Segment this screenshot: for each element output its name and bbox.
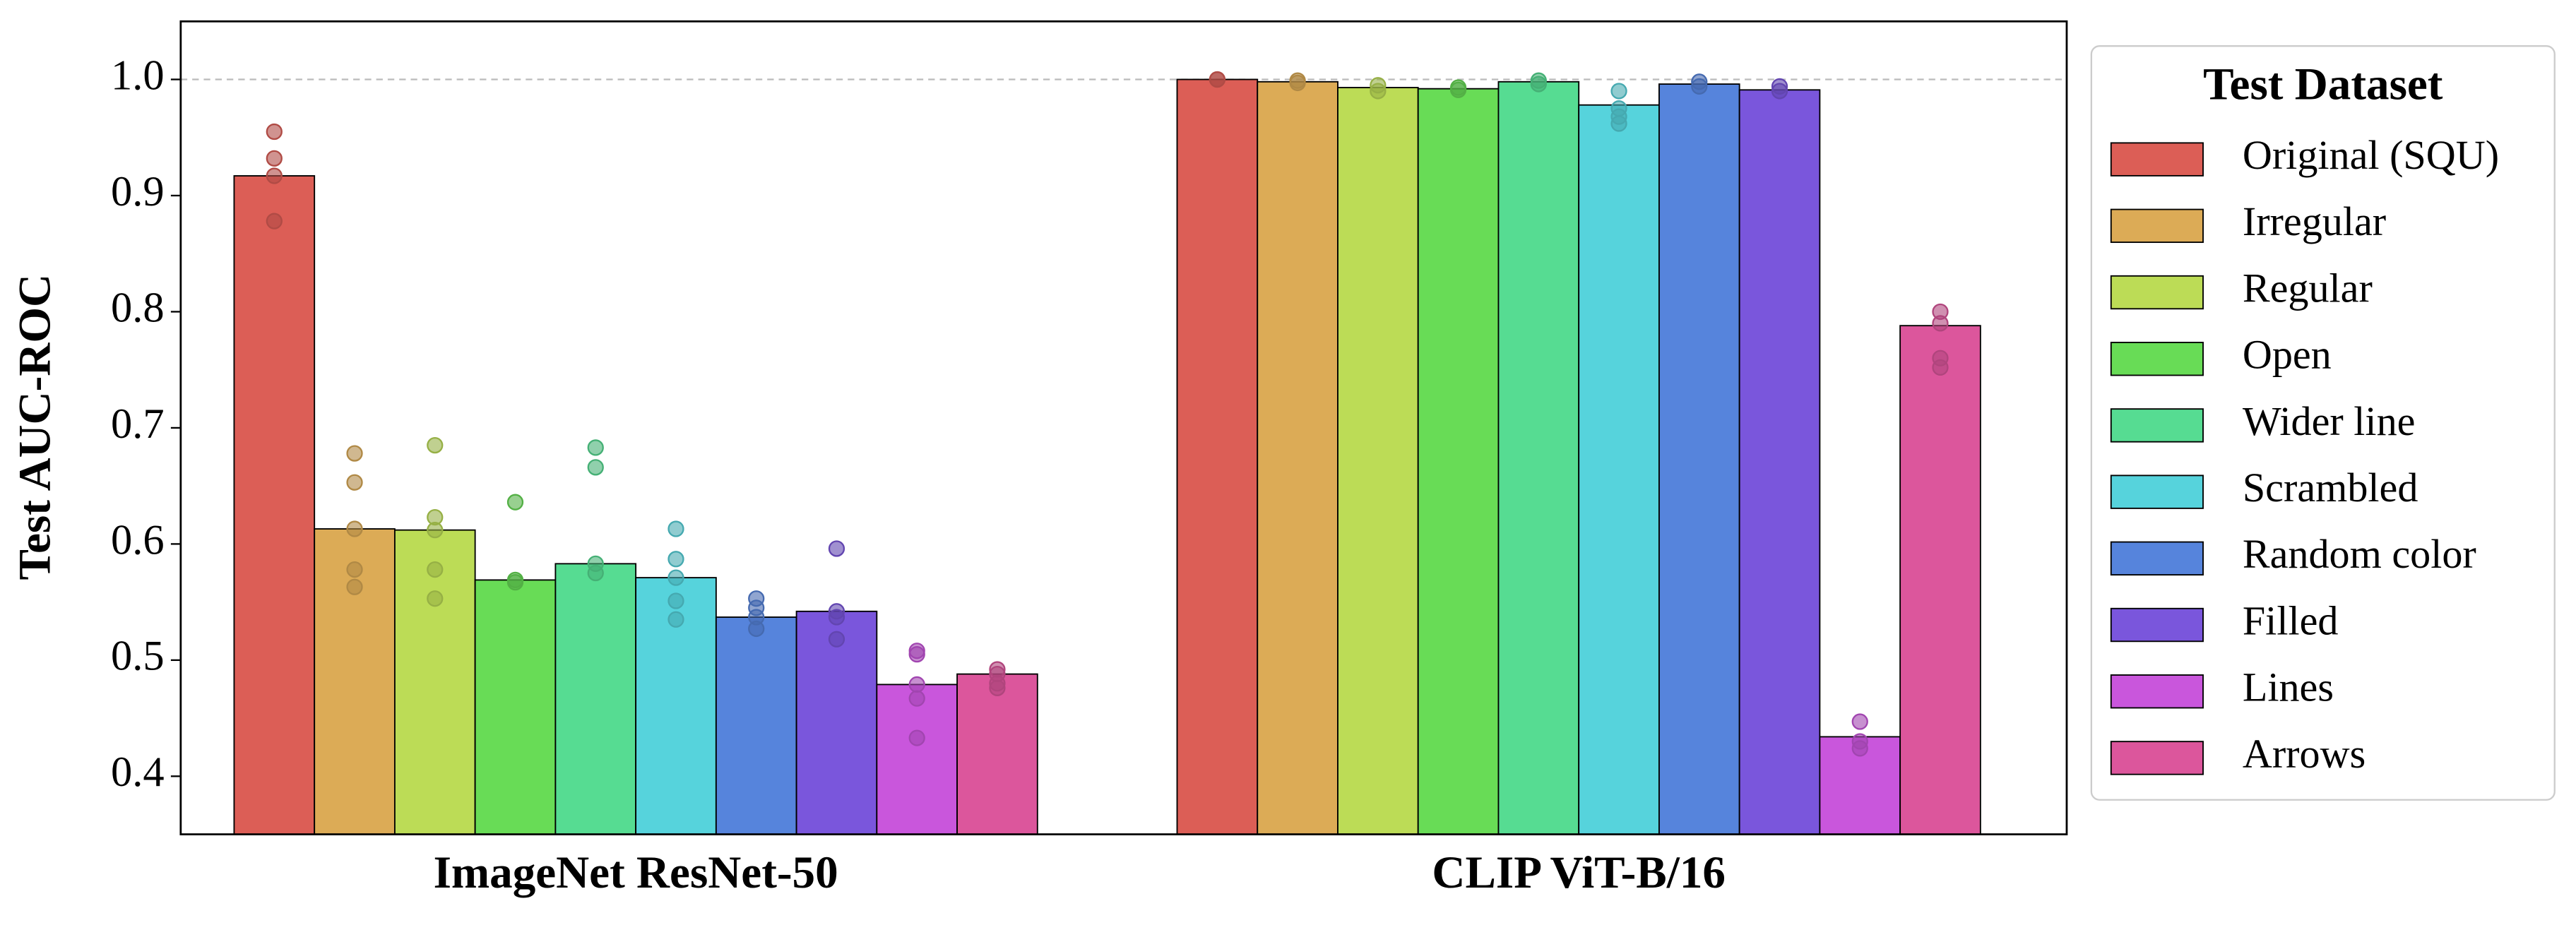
run-point: [908, 646, 925, 663]
legend-label: Scrambled: [2243, 465, 2418, 511]
bar: [1899, 325, 1981, 835]
run-point: [828, 540, 845, 557]
bar: [474, 579, 557, 835]
legend-swatch: [2110, 408, 2204, 443]
x-tick-label: ImageNet ResNet-50: [434, 847, 838, 898]
legend-title: Test Dataset: [2203, 59, 2443, 110]
run-point: [346, 561, 363, 578]
legend-label: Arrows: [2243, 731, 2366, 777]
run-point: [667, 551, 684, 568]
legend-label: Regular: [2243, 265, 2373, 311]
run-point: [1771, 83, 1788, 100]
run-point: [1691, 78, 1708, 95]
run-point: [667, 592, 684, 609]
run-point: [266, 213, 283, 229]
run-point: [266, 167, 283, 184]
run-point: [667, 520, 684, 537]
run-point: [427, 590, 444, 607]
run-point: [1449, 81, 1467, 98]
run-point: [908, 690, 925, 707]
bar: [956, 673, 1038, 835]
run-point: [667, 569, 684, 586]
y-axis-label: Test AUC-ROC: [10, 274, 61, 580]
legend-label: Open: [2243, 332, 2332, 378]
run-point: [346, 474, 363, 491]
run-point: [1932, 315, 1949, 332]
run-point: [1851, 713, 1868, 730]
run-point: [266, 123, 283, 141]
legend-swatch: [2110, 541, 2204, 576]
legend-swatch: [2110, 475, 2204, 509]
x-tick-label: CLIP ViT-B/16: [1432, 847, 1726, 898]
run-point: [346, 578, 363, 595]
y-tick-label: 0.5: [111, 633, 165, 680]
legend-swatch: [2110, 342, 2204, 376]
bar: [1176, 78, 1259, 835]
run-point: [506, 574, 524, 591]
run-point: [1851, 740, 1868, 757]
legend-label: Wider line: [2243, 398, 2416, 444]
run-point: [1209, 71, 1225, 88]
bar: [1497, 80, 1580, 835]
legend-swatch: [2110, 674, 2204, 709]
y-tick-label: 1.0: [111, 52, 165, 99]
bar: [1417, 88, 1500, 835]
run-point: [748, 620, 765, 638]
bar: [233, 175, 316, 835]
bar: [715, 616, 797, 835]
run-point: [346, 445, 363, 462]
legend-label: Irregular: [2243, 198, 2386, 244]
legend-swatch: [2110, 607, 2204, 643]
y-tick-label: 0.9: [111, 168, 165, 215]
run-point: [667, 611, 684, 628]
run-point: [828, 609, 845, 626]
bar: [554, 563, 637, 835]
run-point: [587, 459, 604, 476]
plot-frame: [179, 20, 2068, 835]
legend-label: Original (SQU): [2243, 132, 2499, 178]
bar: [1658, 83, 1740, 835]
legend-swatch: [2110, 142, 2204, 177]
run-point: [427, 436, 444, 454]
run-point: [989, 679, 1006, 696]
run-point: [828, 631, 845, 648]
run-point: [1289, 74, 1306, 92]
legend-box: [2090, 44, 2556, 801]
y-tick-label: 0.4: [111, 748, 165, 796]
legend-label: Lines: [2243, 664, 2334, 710]
run-point: [506, 494, 524, 511]
legend-label: Random color: [2243, 531, 2476, 577]
y-tick-label: 0.8: [111, 284, 165, 331]
y-tick-label: 0.7: [111, 400, 165, 448]
run-point: [1530, 76, 1547, 92]
legend-label: Filled: [2243, 597, 2339, 643]
run-point: [427, 522, 444, 539]
run-point: [587, 439, 604, 456]
legend-swatch: [2110, 275, 2204, 310]
run-point: [587, 564, 604, 582]
run-point: [346, 520, 363, 537]
bar: [1738, 89, 1821, 835]
run-point: [1932, 359, 1949, 376]
y-tick-label: 0.6: [111, 516, 165, 563]
run-point: [1370, 83, 1387, 100]
bar: [795, 610, 878, 835]
legend-swatch: [2110, 741, 2204, 775]
bar: [1257, 80, 1339, 835]
bar: [1337, 87, 1419, 835]
run-point: [908, 676, 925, 693]
bar: [1578, 104, 1660, 835]
bar: [393, 529, 476, 835]
run-point: [1610, 83, 1627, 100]
bar: [876, 684, 958, 835]
run-point: [266, 150, 283, 167]
run-point: [1610, 115, 1627, 132]
run-point: [908, 729, 925, 746]
legend-swatch: [2110, 208, 2204, 244]
run-point: [427, 561, 444, 578]
